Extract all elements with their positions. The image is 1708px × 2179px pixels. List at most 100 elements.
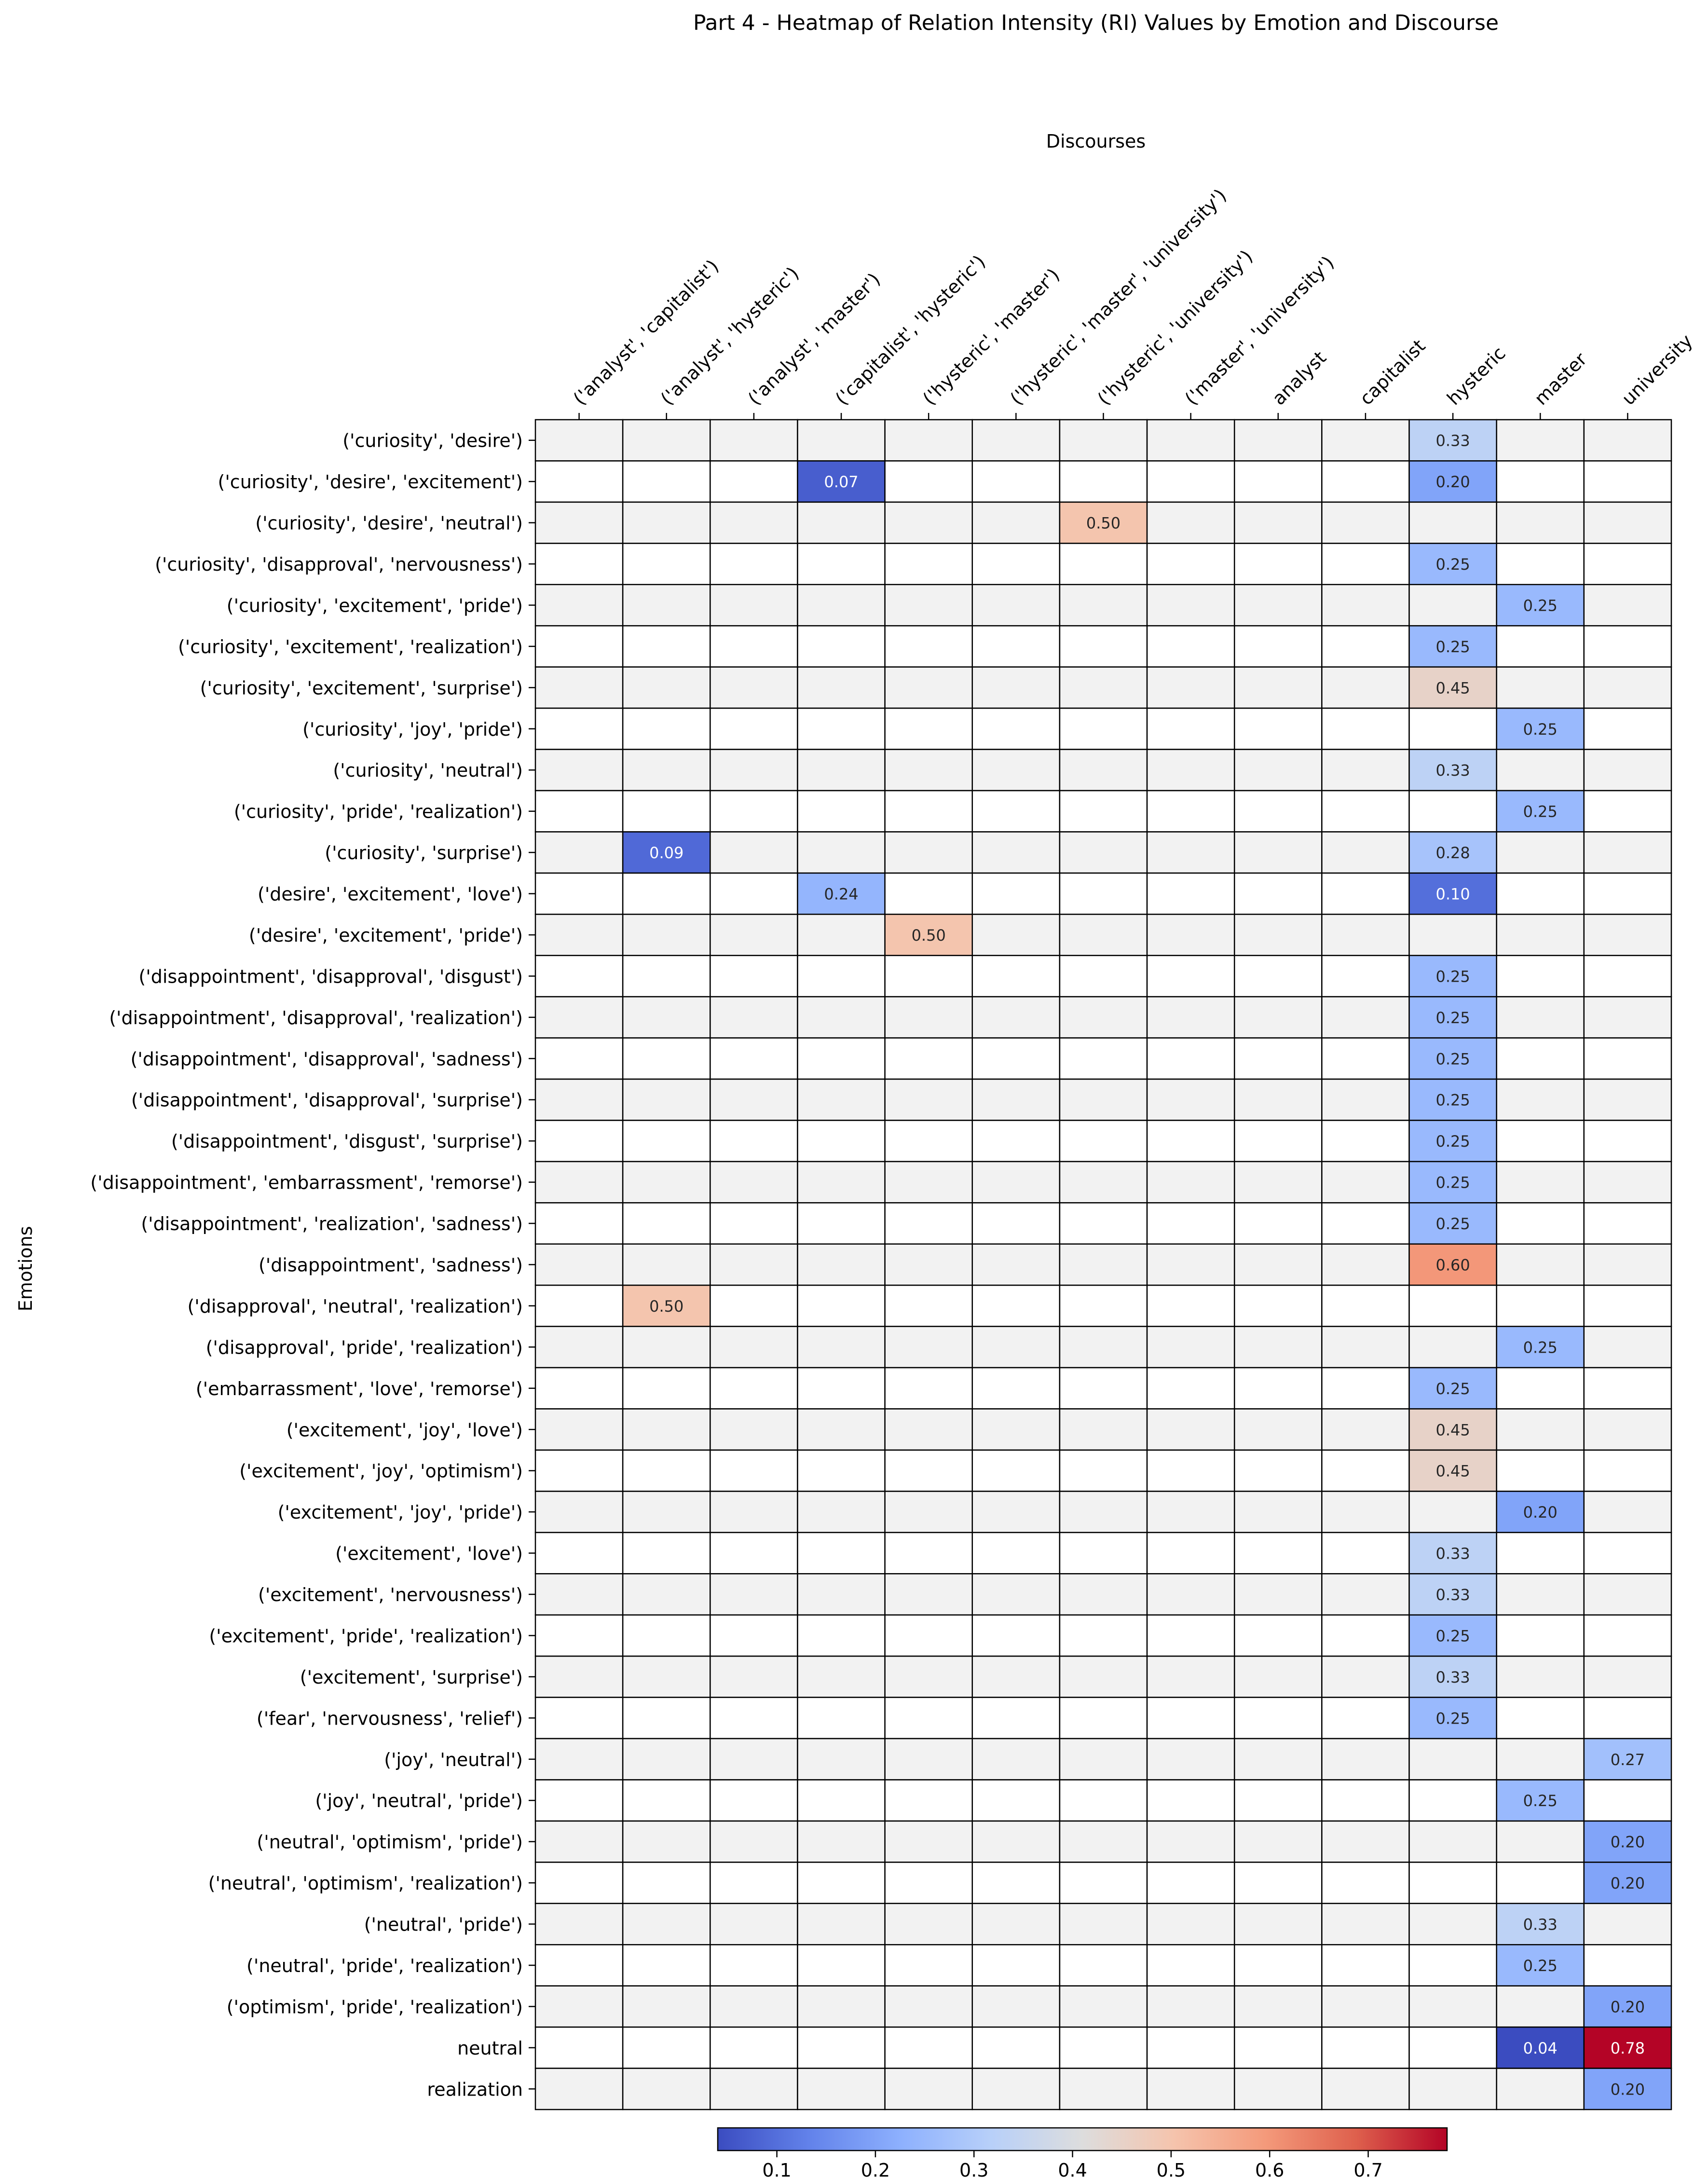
heatmap-cell-empty — [1496, 1367, 1585, 1410]
heatmap-cell-empty — [1059, 1449, 1148, 1492]
heatmap-cell-empty — [1059, 584, 1148, 627]
heatmap-cell-empty — [884, 666, 973, 709]
heatmap-cell-empty — [884, 1161, 973, 1204]
heatmap-cell-empty — [534, 831, 624, 874]
heatmap-cell-empty — [971, 749, 1061, 792]
heatmap-cell — [1408, 419, 1497, 462]
heatmap-cell-empty — [1059, 1037, 1148, 1080]
heatmap-cell-empty — [797, 914, 886, 956]
row-label: ('curiosity', 'neutral') — [333, 760, 523, 781]
heatmap-cell-empty — [622, 1449, 711, 1492]
heatmap-cell-empty — [534, 1367, 624, 1410]
cell-value-label: 0.25 — [1523, 1792, 1558, 1810]
heatmap-cell-empty — [710, 749, 798, 792]
heatmap-cell-empty — [1233, 749, 1323, 792]
heatmap-cell-empty — [1059, 1862, 1148, 1905]
colorbar-tick-label: 0.4 — [1058, 2160, 1087, 2179]
heatmap-cell-empty — [884, 1862, 973, 1905]
heatmap-cell-empty — [884, 1697, 973, 1740]
heatmap-cell-empty — [622, 1408, 711, 1451]
heatmap-cell-empty — [710, 625, 798, 668]
heatmap-cell-empty — [710, 1367, 798, 1410]
heatmap-cell-empty — [1146, 1532, 1235, 1575]
heatmap-cell-empty — [884, 1326, 973, 1369]
row-label: ('excitement', 'nervousness') — [258, 1584, 523, 1605]
heatmap-cell-empty — [971, 1284, 1061, 1327]
heatmap-cell-empty — [884, 543, 973, 586]
heatmap-cell-empty — [1583, 1697, 1672, 1740]
heatmap-cell-empty — [710, 543, 798, 586]
heatmap-cell-empty — [971, 872, 1061, 915]
row-label: ('excitement', 'joy', 'love') — [287, 1419, 523, 1440]
heatmap-cell-empty — [884, 831, 973, 874]
heatmap-cell-empty — [534, 584, 624, 627]
heatmap-cell-empty — [1059, 666, 1148, 709]
heatmap-cell — [1496, 584, 1585, 627]
heatmap-cell-empty — [884, 872, 973, 915]
heatmap-cell-empty — [622, 460, 711, 503]
cell-value-label: 0.20 — [1611, 2080, 1645, 2098]
heatmap-cell-empty — [710, 1491, 798, 1534]
row-label: ('joy', 'neutral', 'pride') — [315, 1790, 523, 1811]
heatmap-cell-empty — [971, 707, 1061, 750]
heatmap-cell-empty — [1321, 1202, 1410, 1245]
heatmap-cell-empty — [1321, 1532, 1410, 1575]
heatmap-cell-empty — [884, 1738, 973, 1781]
heatmap-cell-empty — [1059, 460, 1148, 503]
heatmap-cell-empty — [534, 1738, 624, 1781]
heatmap-cell-empty — [1321, 1779, 1410, 1822]
cell-value-label: 0.25 — [1435, 1380, 1470, 1398]
heatmap-cell-empty — [1059, 1161, 1148, 1204]
heatmap-cell-empty — [1496, 666, 1585, 709]
heatmap-cell-empty — [1146, 1202, 1235, 1245]
heatmap-cell-empty — [1583, 749, 1672, 792]
heatmap-cell-empty — [884, 419, 973, 462]
heatmap-cell-empty — [1496, 1449, 1585, 1492]
row-label: ('disappointment', 'disapproval', 'sadne… — [131, 1048, 523, 1069]
cell-value-label: 0.25 — [1435, 1709, 1470, 1727]
heatmap-cell-empty — [1321, 749, 1410, 792]
heatmap-cell-empty — [1583, 831, 1672, 874]
heatmap-cell-empty — [1583, 1284, 1672, 1327]
row-label: ('neutral', 'optimism', 'realization') — [208, 1873, 523, 1894]
heatmap-cell-empty — [884, 1449, 973, 1492]
heatmap-cell-empty — [710, 1903, 798, 1946]
heatmap-cell — [1408, 1120, 1497, 1163]
heatmap-cell-empty — [1583, 1367, 1672, 1410]
colorbar-tick-label: 0.7 — [1353, 2160, 1382, 2179]
cell-value-label: 0.25 — [1523, 596, 1558, 615]
heatmap-cell-empty — [1496, 543, 1585, 586]
heatmap-cell-empty — [1146, 1367, 1235, 1410]
heatmap-cell — [1408, 872, 1497, 915]
heatmap-cell-empty — [710, 1326, 798, 1369]
colorbar-tick-label: 0.2 — [861, 2160, 890, 2179]
column-label: hysteric — [1443, 343, 1509, 409]
heatmap-cell-empty — [622, 1120, 711, 1163]
heatmap-cell-empty — [622, 501, 711, 544]
cell-value-label: 0.10 — [1435, 885, 1470, 904]
heatmap-cell-empty — [1233, 1820, 1323, 1863]
heatmap-cell-empty — [884, 1903, 973, 1946]
heatmap-cell-empty — [797, 2068, 886, 2110]
heatmap-cell-empty — [971, 1573, 1061, 1616]
heatmap-cell-empty — [971, 1614, 1061, 1657]
heatmap-cell-empty — [710, 1738, 798, 1781]
heatmap-cell-empty — [1408, 2026, 1497, 2069]
row-label: ('disappointment', 'sadness') — [259, 1255, 523, 1276]
heatmap-cell-empty — [1146, 2068, 1235, 2110]
cell-value-label: 0.09 — [649, 844, 683, 862]
cell-value-label: 0.04 — [1523, 2039, 1558, 2057]
heatmap-cell-empty — [797, 707, 886, 750]
heatmap-cell-empty — [1496, 419, 1585, 462]
heatmap-cell-empty — [622, 1779, 711, 1822]
heatmap-cell-empty — [1321, 1738, 1410, 1781]
y-axis-label: Emotions — [15, 1226, 36, 1312]
heatmap-cell-empty — [1233, 1532, 1323, 1575]
heatmap-cell — [1496, 1779, 1585, 1822]
heatmap-cell-empty — [710, 1944, 798, 1987]
heatmap-cell-empty — [1233, 1202, 1323, 1245]
heatmap-cell-empty — [1059, 1284, 1148, 1327]
heatmap-cell-empty — [1059, 914, 1148, 956]
colorbar-tick-label: 0.5 — [1157, 2160, 1186, 2179]
heatmap-cell-empty — [710, 1161, 798, 1204]
